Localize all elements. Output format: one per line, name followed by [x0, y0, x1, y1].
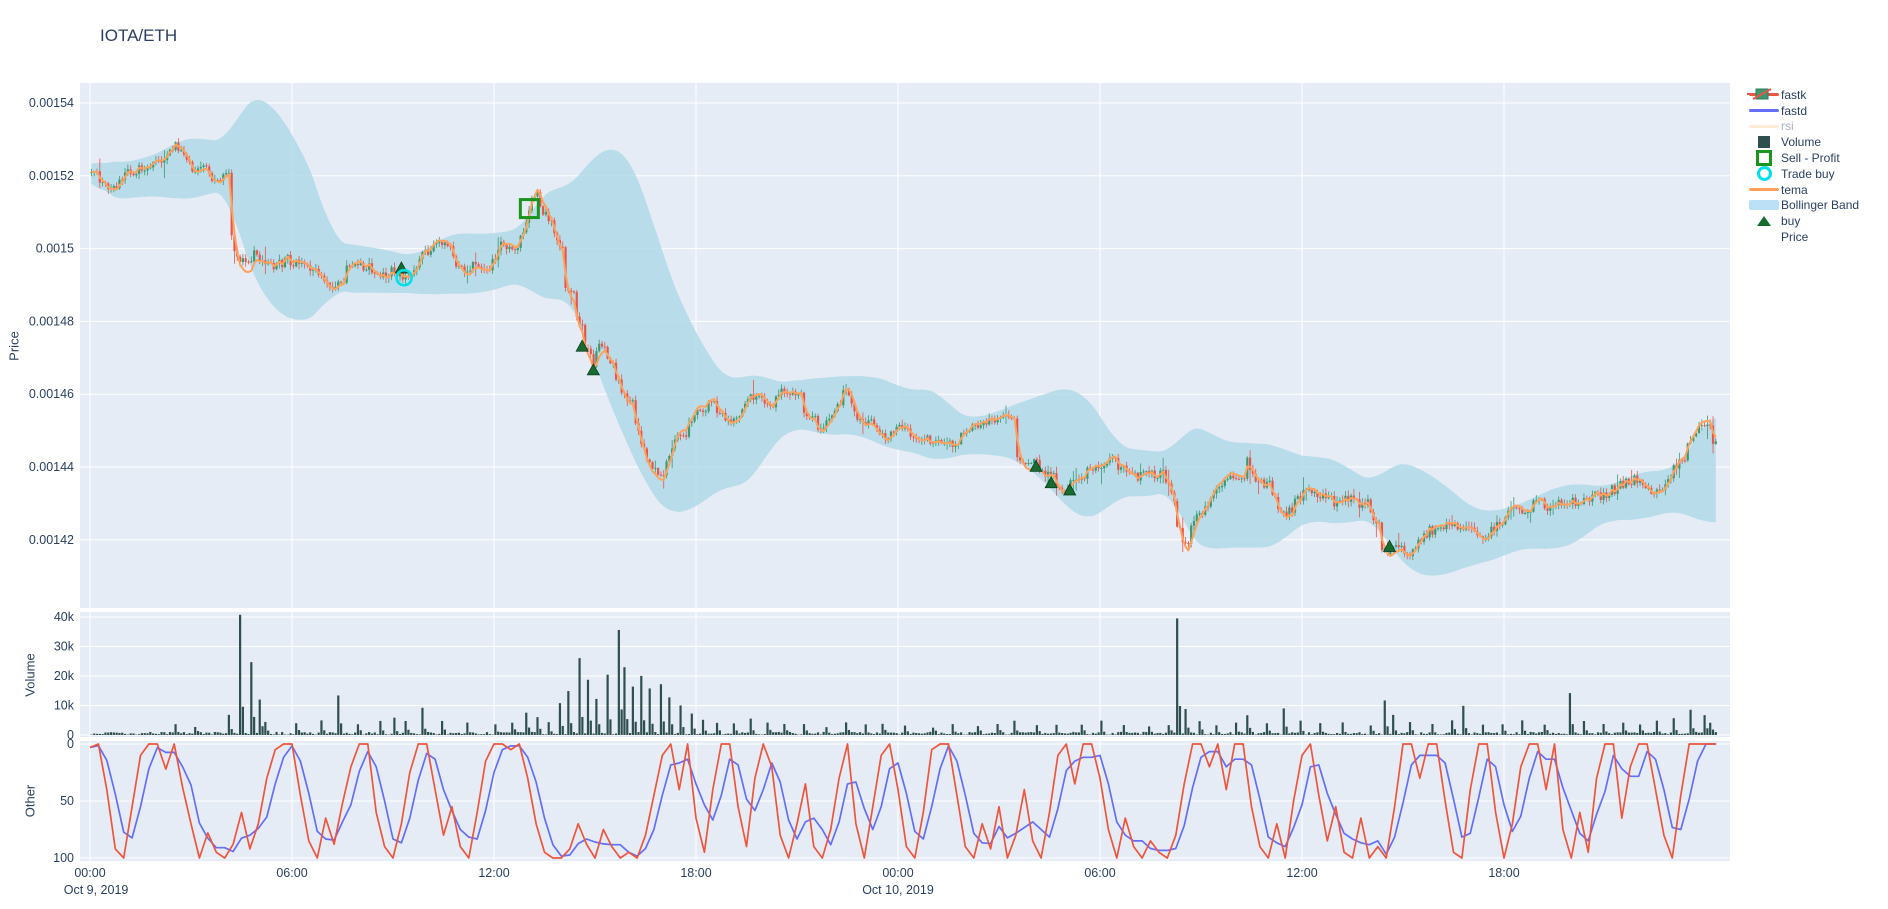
legend-item-volume[interactable]: Volume [1747, 134, 1859, 150]
fastd-line [89, 743, 1717, 857]
trade-buy-swatch-icon [1747, 166, 1781, 182]
legend-item-label: Sell - Profit [1781, 151, 1840, 166]
page-title: IOTA/ETH [100, 26, 178, 45]
sell-profit-swatch-icon [1747, 150, 1781, 167]
legend-item-label: Bollinger Band [1781, 198, 1860, 213]
x-tick-label: 12:00 [478, 866, 509, 880]
volume-axis-title: Volume [22, 653, 38, 697]
price-tick-label: 0.0015 [36, 242, 74, 256]
x-date-label: Oct 10, 2019 [862, 883, 934, 897]
other-tick-label: 100 [53, 851, 74, 865]
buy-swatch-icon [1747, 216, 1781, 227]
legend-item-label: fastk [1781, 87, 1807, 102]
volume-tick-label: 30k [54, 640, 75, 654]
price-tick-label: 0.00148 [29, 314, 74, 328]
other-axis-title: Other [22, 784, 38, 818]
x-date-label: Oct 9, 2019 [64, 883, 129, 897]
x-tick-label: 06:00 [276, 866, 307, 880]
legend-item-label: Volume [1781, 135, 1822, 150]
x-tick-label: 06:00 [1084, 866, 1115, 880]
legend-item-label: buy [1781, 214, 1801, 229]
volume-tick-label: 0 [67, 728, 74, 742]
tema-line [91, 143, 1717, 557]
volume-swatch-icon [1747, 136, 1781, 149]
buy-marker-icon[interactable] [1382, 539, 1397, 552]
x-tick-label: 00:00 [882, 866, 913, 880]
legend-item-label: Trade buy [1781, 166, 1835, 181]
price-tick-label: 0.00142 [29, 533, 74, 547]
buy-marker-icon[interactable] [586, 363, 600, 376]
bollinger-band [91, 100, 1716, 576]
legend-item-label: fastd [1781, 103, 1808, 118]
price-tick-label: 0.00152 [29, 169, 74, 183]
buy-marker-icon[interactable] [1044, 475, 1058, 489]
x-tick-label: 18:00 [1488, 866, 1519, 880]
tema-swatch-icon [1747, 188, 1781, 192]
legend-item-label: Price [1781, 230, 1809, 245]
legend-item-price[interactable]: Price [1747, 88, 1859, 245]
legend-item-label: tema [1781, 182, 1808, 197]
legend-item-rsi[interactable]: rsi [1747, 119, 1859, 135]
x-tick-label: 18:00 [680, 866, 711, 880]
volume-series [90, 614, 1717, 735]
price-tick-label: 0.00144 [29, 460, 74, 474]
volume-tick-label: 20k [54, 669, 75, 683]
price-tick-label: 0.00154 [29, 96, 74, 110]
buy-marker-icon[interactable] [1029, 459, 1043, 472]
legend-item-trade-buy[interactable]: Trade buy [1747, 166, 1859, 182]
legend: fastk fastd rsi Volume Sell - Profit Trade bu… [1747, 87, 1859, 245]
price-tick-label: 0.00146 [29, 387, 74, 401]
other-tick-label: 0 [67, 737, 74, 751]
legend-item-fastd[interactable]: fastd [1747, 103, 1859, 119]
sell-profit-marker-icon[interactable] [518, 198, 540, 220]
x-tick-label: 00:00 [74, 866, 105, 880]
buy-marker-icon[interactable] [575, 339, 589, 352]
price-axis-title: Price [6, 331, 22, 361]
oscillator-pane [89, 743, 1717, 859]
legend-item-label: rsi [1781, 119, 1794, 134]
rsi-swatch-icon [1747, 124, 1781, 128]
legend-item-buy[interactable]: buy [1747, 213, 1859, 229]
volume-tick-label: 40k [54, 610, 75, 624]
axis-tick-labels: 0.00154 0.00152 0.0015 0.00148 0.00146 0.0014… [29, 96, 1520, 897]
trade-markers [394, 198, 1397, 552]
trade-buy-marker-icon[interactable] [395, 268, 413, 287]
other-tick-label: 50 [60, 794, 74, 808]
price-pane [90, 100, 1717, 576]
bollinger-swatch-icon [1747, 200, 1781, 211]
fastd-swatch-icon [1747, 109, 1781, 113]
legend-item-tema[interactable]: tema [1747, 182, 1859, 198]
volume-tick-label: 10k [54, 699, 75, 713]
buy-marker-icon[interactable] [1063, 483, 1077, 496]
legend-item-sell-profit[interactable]: Sell - Profit [1747, 150, 1859, 167]
fastk-line [89, 743, 1717, 859]
x-tick-label: 12:00 [1286, 866, 1317, 880]
legend-item-bollinger[interactable]: Bollinger Band [1747, 198, 1859, 214]
